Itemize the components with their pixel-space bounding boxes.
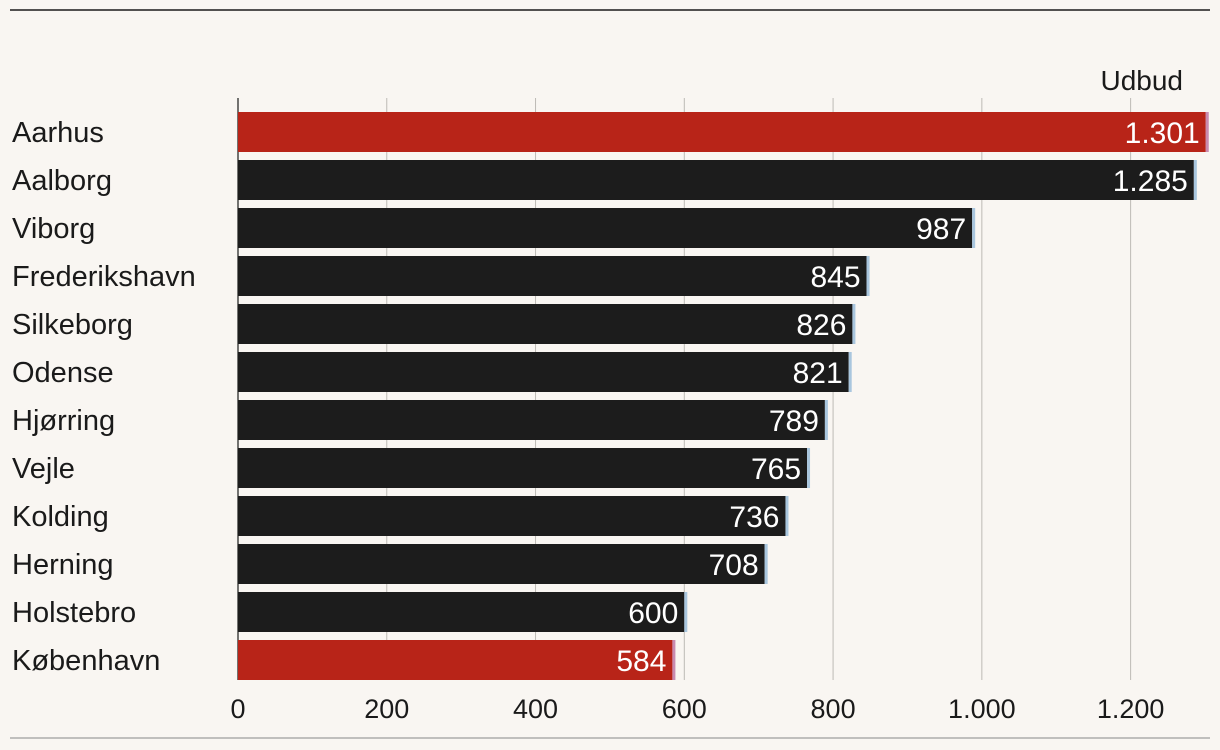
bar-edge: [866, 256, 870, 296]
bars: [238, 112, 1209, 680]
value-label: 821: [793, 357, 843, 390]
bar-edge: [807, 448, 811, 488]
bar: [238, 304, 853, 344]
bar: [238, 256, 867, 296]
x-tick-label: 1.000: [948, 694, 1016, 724]
value-label: 987: [916, 213, 966, 246]
bar-edge: [852, 304, 856, 344]
x-tick-label: 0: [230, 694, 245, 724]
category-label: Viborg: [12, 213, 95, 245]
x-tick-label: 800: [811, 694, 856, 724]
bar: [238, 112, 1206, 152]
bar-edge: [824, 400, 828, 440]
x-tick-label: 200: [364, 694, 409, 724]
x-tick-labels: 0 200 400 600 800 1.000 1.200: [230, 694, 1164, 724]
value-label: 1.285: [1113, 165, 1188, 198]
category-label: Kolding: [12, 501, 109, 533]
value-label: 845: [810, 261, 860, 294]
bar-edge: [672, 640, 676, 680]
category-label: Holstebro: [12, 597, 136, 629]
value-label: 600: [628, 597, 678, 630]
bar: [238, 208, 973, 248]
bar: [238, 352, 849, 392]
value-labels: 1.301 1.285 987 845 826 821 789 765 736 708 600 584: [616, 117, 1199, 678]
bar-edge: [764, 544, 768, 584]
value-label: 584: [616, 645, 666, 678]
bar: [238, 592, 685, 632]
bar: [238, 160, 1194, 200]
value-label: 1.301: [1125, 117, 1200, 150]
value-label: 826: [796, 309, 846, 342]
category-label: Herning: [12, 549, 114, 581]
bar-edge: [972, 208, 976, 248]
bar: [238, 448, 808, 488]
bar: [238, 640, 673, 680]
x-tick-label: 400: [513, 694, 558, 724]
bar-edge: [1193, 160, 1197, 200]
category-label: Odense: [12, 357, 114, 389]
value-label: 765: [751, 453, 801, 486]
bar-edge: [785, 496, 789, 536]
value-label: 708: [709, 549, 759, 582]
bar-edge: [1205, 112, 1209, 152]
category-label: Silkeborg: [12, 309, 133, 341]
bar: [238, 400, 825, 440]
bar-edge: [848, 352, 852, 392]
legend-label: Udbud: [1100, 65, 1183, 96]
category-label: Vejle: [12, 453, 75, 485]
category-label: København: [12, 645, 160, 677]
category-label: Frederikshavn: [12, 261, 196, 293]
value-label: 789: [769, 405, 819, 438]
bar: [238, 496, 786, 536]
x-tick-label: 600: [662, 694, 707, 724]
value-label: 736: [729, 501, 779, 534]
category-label: Aarhus: [12, 117, 104, 149]
category-label: Aalborg: [12, 165, 112, 197]
category-label: Hjørring: [12, 405, 115, 437]
category-labels: Aarhus Aalborg Viborg Frederikshavn Silkebor…: [12, 117, 196, 677]
bar: [238, 544, 765, 584]
bar-edge: [684, 592, 688, 632]
x-tick-label: 1.200: [1097, 694, 1165, 724]
